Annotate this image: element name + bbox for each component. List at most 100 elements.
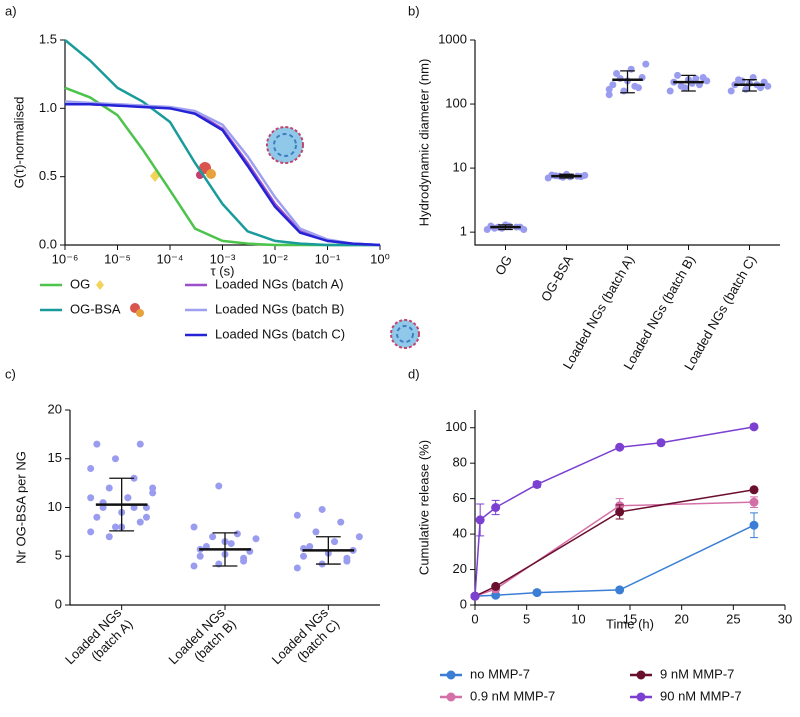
data-point bbox=[93, 513, 101, 521]
data-point bbox=[252, 535, 260, 543]
y-tick-label: 1.0 bbox=[39, 100, 57, 115]
y-tick-label: 5 bbox=[55, 548, 62, 563]
data-point bbox=[124, 494, 132, 502]
data-point bbox=[343, 554, 351, 562]
x-tick-label: Loaded NGs (batch A) bbox=[560, 253, 637, 372]
y-tick-label: 20 bbox=[453, 561, 467, 576]
data-point bbox=[93, 440, 101, 448]
y-tick-label: 0.5 bbox=[39, 168, 57, 183]
marker bbox=[475, 515, 485, 525]
y-axis-title: Nr OG-BSA per NG bbox=[13, 451, 28, 564]
marker bbox=[749, 485, 759, 495]
data-point bbox=[312, 528, 320, 536]
data-point bbox=[293, 511, 301, 519]
x-tick-label: Loaded NGs(batch B) bbox=[166, 605, 240, 679]
data-point bbox=[674, 71, 682, 79]
data-point bbox=[87, 494, 95, 502]
x-tick-label: 25 bbox=[726, 611, 740, 626]
axes bbox=[474, 410, 785, 606]
data-point bbox=[613, 69, 621, 77]
legend-marker bbox=[446, 692, 456, 702]
data-point bbox=[227, 540, 235, 548]
data-point bbox=[111, 523, 119, 531]
data-point bbox=[727, 87, 735, 95]
x-tick-label: 10⁻⁶ bbox=[52, 251, 79, 266]
decorations bbox=[96, 126, 420, 349]
data-point bbox=[105, 484, 113, 492]
data-point bbox=[620, 87, 628, 95]
marker bbox=[491, 581, 501, 591]
x-tick-label: 10⁰ bbox=[370, 251, 390, 266]
panel-label: c) bbox=[5, 366, 16, 381]
series-line bbox=[64, 86, 380, 247]
legend-label: 0.9 nM MMP-7 bbox=[470, 688, 555, 703]
y-tick-label: 10 bbox=[453, 160, 467, 175]
y-axis-title: G(τ)-normalised bbox=[11, 97, 26, 189]
x-tick-label: OG-BSA bbox=[538, 252, 576, 304]
x-tick-label: 30 bbox=[778, 611, 792, 626]
y-tick-label: 20 bbox=[48, 401, 62, 416]
y-tick-label: 60 bbox=[453, 490, 467, 505]
x-tick-label: OG bbox=[492, 253, 515, 278]
data-point bbox=[692, 75, 700, 83]
series-line bbox=[474, 426, 755, 597]
data-point bbox=[136, 440, 144, 448]
data-point bbox=[520, 225, 528, 233]
data-point bbox=[703, 77, 711, 85]
axes bbox=[64, 40, 380, 246]
data-point bbox=[87, 465, 95, 472]
legend-label: 9 nM MMP-7 bbox=[660, 666, 734, 681]
marker bbox=[532, 588, 542, 598]
data-point bbox=[196, 552, 204, 560]
y-tick-label: 0 bbox=[460, 596, 467, 611]
x-axis-title: Time (h) bbox=[606, 616, 654, 631]
series-line bbox=[474, 501, 755, 597]
x-tick-label: 5 bbox=[523, 611, 530, 626]
data-point bbox=[293, 564, 301, 572]
data-point bbox=[300, 552, 308, 560]
legend-marker bbox=[446, 670, 456, 680]
legend-label: OG bbox=[70, 276, 90, 291]
data-point bbox=[149, 484, 157, 492]
legend-label: Loaded NGs (batch B) bbox=[215, 301, 344, 316]
data-point bbox=[738, 77, 746, 85]
marker bbox=[615, 442, 625, 452]
data-point bbox=[136, 518, 144, 526]
marker bbox=[470, 591, 480, 601]
marker bbox=[749, 520, 759, 530]
panel-label: a) bbox=[5, 3, 17, 18]
data-point bbox=[318, 505, 326, 513]
y-tick-label: 1.5 bbox=[39, 31, 57, 46]
marker bbox=[491, 590, 501, 600]
data-point bbox=[111, 455, 119, 463]
x-tick-label: 10⁻⁵ bbox=[104, 251, 131, 266]
data-point bbox=[666, 87, 674, 95]
data-point bbox=[142, 513, 150, 521]
data-point bbox=[581, 171, 589, 179]
legend-label: 90 nM MMP-7 bbox=[660, 688, 742, 703]
y-tick-label: 100 bbox=[445, 95, 467, 110]
data-point bbox=[149, 489, 157, 497]
data-point bbox=[190, 562, 198, 570]
nanogel-icon bbox=[266, 126, 304, 164]
x-tick-label: 10⁻⁴ bbox=[157, 251, 184, 266]
data-point bbox=[87, 528, 95, 536]
data-point bbox=[605, 85, 613, 93]
legend-marker bbox=[636, 670, 646, 680]
x-tick-label: 20 bbox=[674, 611, 688, 626]
axes bbox=[69, 410, 380, 606]
data-point bbox=[742, 85, 750, 93]
data-point bbox=[215, 482, 223, 490]
legend-label: Loaded NGs (batch C) bbox=[215, 326, 345, 341]
y-tick-label: 40 bbox=[453, 526, 467, 541]
x-tick-label: Loaded NGs(batch A) bbox=[62, 605, 136, 679]
legend-label: OG-BSA bbox=[70, 301, 121, 316]
panel-label: d) bbox=[408, 366, 420, 381]
data-point bbox=[642, 60, 650, 68]
x-tick-label: 10⁻² bbox=[262, 251, 288, 266]
x-axis-title: τ (s) bbox=[211, 263, 235, 278]
series-line bbox=[64, 39, 380, 247]
legend-label: Loaded NGs (batch A) bbox=[215, 276, 344, 291]
marker bbox=[532, 479, 542, 489]
